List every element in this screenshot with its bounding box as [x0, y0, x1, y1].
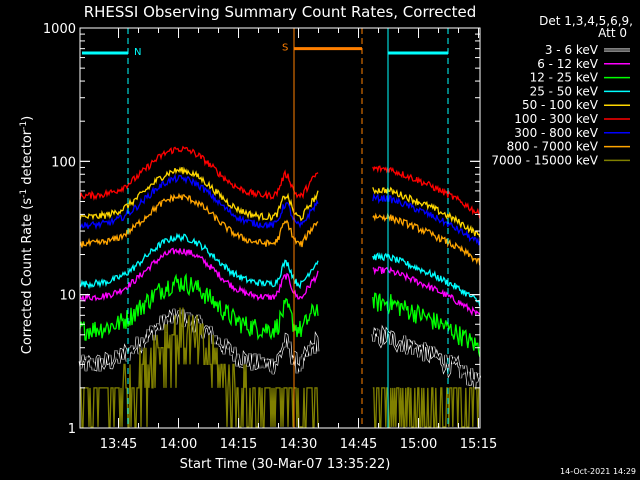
series-line: [372, 211, 481, 266]
series-line: [79, 145, 319, 201]
series-line: [372, 192, 481, 246]
y-tick-label: 100: [51, 155, 76, 170]
legend-item-label: 50 - 100 keV: [522, 98, 599, 112]
legend-item-label: 3 - 6 keV: [545, 43, 599, 57]
y-tick-label: 1000: [43, 22, 76, 37]
series-line: [372, 292, 481, 357]
legend-item-label: 100 - 300 keV: [514, 112, 598, 126]
series-line: [79, 232, 319, 290]
y-tick-label: 1: [68, 422, 76, 437]
legend-item-label: 6 - 12 keV: [537, 57, 599, 71]
flag-label: N: [134, 47, 141, 58]
series-line: [372, 186, 481, 238]
legend-item-label: 25 - 50 keV: [530, 84, 599, 98]
series-line: [80, 307, 319, 428]
axes-frame: [79, 27, 481, 429]
x-tick-label: 13:45: [100, 437, 137, 452]
y-axis-label-sup: -1: [19, 189, 29, 198]
legend-item-label: 12 - 25 keV: [530, 71, 599, 85]
timestamp: 14-Oct-2021 14:29: [560, 467, 636, 476]
series-line: [79, 166, 319, 222]
x-tick-label: 14:30: [280, 437, 317, 452]
x-tick-label: 14:15: [220, 437, 257, 452]
x-tick-label: 14:00: [160, 437, 197, 452]
series-line: [79, 272, 319, 341]
series-line: [372, 387, 480, 428]
y-axis-label-sup: -1: [19, 121, 29, 130]
series-line: [79, 308, 319, 375]
series-line: [372, 266, 481, 317]
plot-area: N S 1 10 100 1000 13:45 14:00 14:15 14:30 14:45 15:…: [43, 22, 497, 452]
y-axis-label: Corrected Count Rate (s-1 detector-1): [19, 116, 35, 354]
x-tick-label: 14:45: [340, 437, 377, 452]
legend-item-label: 300 - 800 keV: [514, 126, 598, 140]
legend-header-line-1: Det 1,3,4,5,6,9,: [539, 14, 633, 28]
series-line: [372, 326, 481, 390]
series-line: [79, 192, 319, 248]
y-axis-label-part: Corrected Count Rate (s: [20, 198, 35, 355]
series-line: [372, 252, 481, 307]
series-line: [79, 247, 319, 302]
x-axis-label: Start Time (30-Mar-07 13:35:22): [180, 457, 391, 472]
legend-item-label: 7000 - 15000 keV: [491, 153, 598, 167]
series-line-outline: [371, 324, 482, 390]
legend-header-line-2: Att 0: [598, 26, 627, 40]
y-axis-label-part: detector: [20, 129, 35, 189]
flag-label: S: [282, 43, 288, 54]
y-axis-label-part: ): [20, 116, 35, 121]
series-line: [79, 173, 319, 231]
series-line: [372, 165, 481, 219]
x-tick-label: 15:00: [400, 437, 437, 452]
x-tick-label: 15:15: [460, 437, 497, 452]
chart-title: RHESSI Observing Summary Count Rates, Co…: [84, 3, 477, 21]
legend-item-label: 800 - 7000 keV: [507, 140, 599, 154]
y-tick-label: 10: [59, 289, 76, 304]
